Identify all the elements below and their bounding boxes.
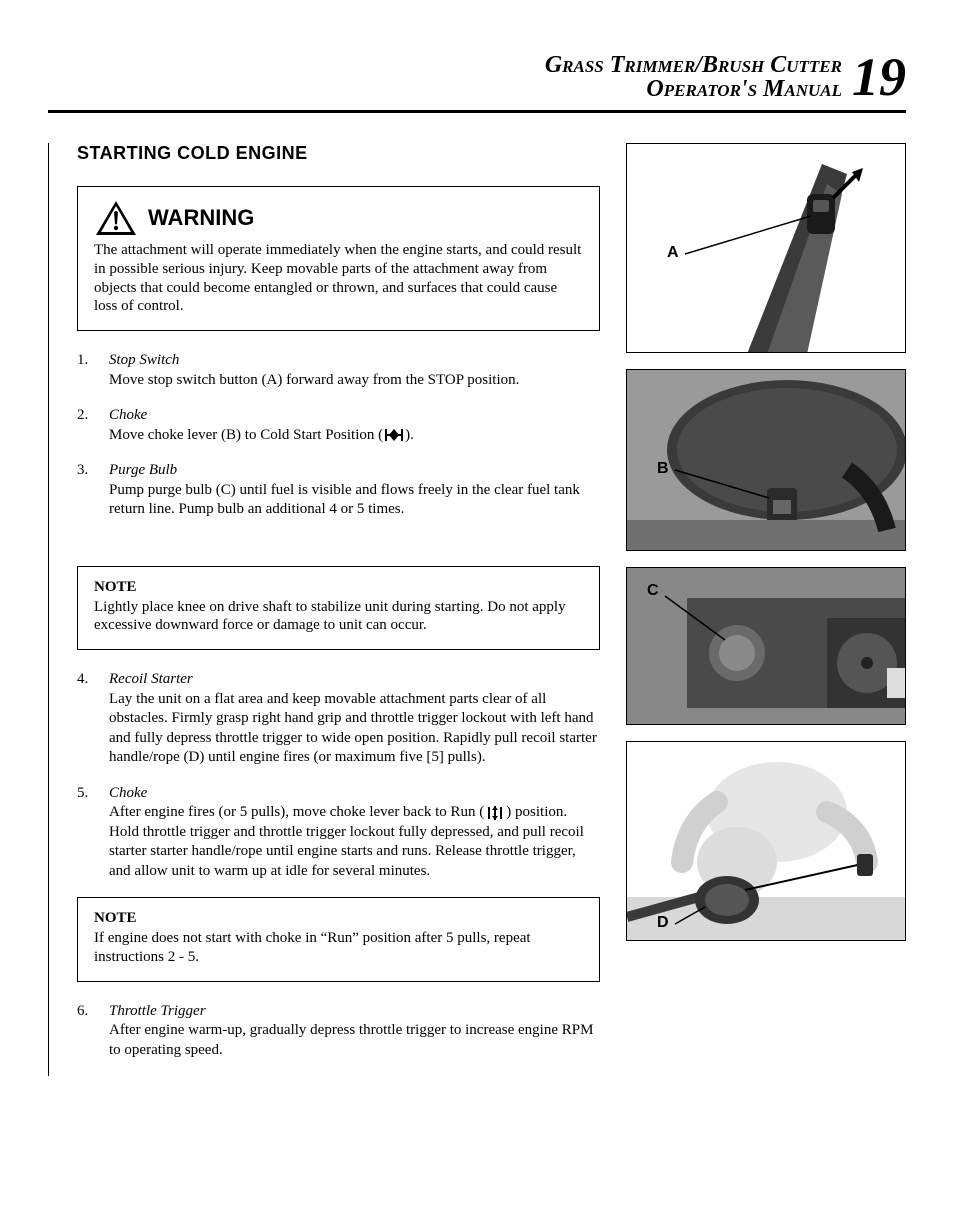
step-title: Stop Switch bbox=[109, 351, 600, 371]
warning-box: WARNING The attachment will operate imme… bbox=[77, 186, 600, 331]
step-6: Throttle Trigger After engine warm-up, g… bbox=[77, 1002, 600, 1061]
manual-title-block: Grass Trimmer/Brush Cutter Operator's Ma… bbox=[545, 53, 842, 101]
step-3: Purge Bulb Pump purge bulb (C) until fue… bbox=[77, 461, 600, 520]
step-title: Choke bbox=[109, 784, 600, 804]
step-2: Choke Move choke lever (B) to Cold Start… bbox=[77, 406, 600, 445]
left-column: STARTING COLD ENGINE WARNING The attachm… bbox=[77, 143, 600, 1076]
step-body: Lay the unit on a flat area and keep mov… bbox=[109, 690, 600, 768]
manual-title-line2: Operator's Manual bbox=[545, 77, 842, 101]
note-box-2: NOTE If engine does not start with choke… bbox=[77, 897, 600, 982]
figure-b: B bbox=[626, 369, 906, 551]
step-title: Throttle Trigger bbox=[109, 1002, 600, 1022]
steps-list-3: Throttle Trigger After engine warm-up, g… bbox=[77, 1002, 600, 1061]
figure-d: D bbox=[626, 741, 906, 941]
warning-title: WARNING bbox=[148, 205, 254, 231]
step-title: Recoil Starter bbox=[109, 670, 600, 690]
step-body: Pump purge bulb (C) until fuel is visibl… bbox=[109, 481, 600, 520]
step-body: Move stop switch button (A) forward away… bbox=[109, 371, 600, 391]
figure-label-a: A bbox=[667, 244, 679, 262]
warning-header: WARNING bbox=[94, 199, 583, 237]
figure-a: A bbox=[626, 143, 906, 353]
page-number: 19 bbox=[852, 50, 906, 104]
figure-c: C bbox=[626, 567, 906, 725]
step-5: Choke After engine fires (or 5 pulls), m… bbox=[77, 784, 600, 882]
step-4: Recoil Starter Lay the unit on a flat ar… bbox=[77, 670, 600, 768]
step-body-pre: Move choke lever (B) to Cold Start Posit… bbox=[109, 427, 383, 443]
note-box-1: NOTE Lightly place knee on drive shaft t… bbox=[77, 566, 600, 651]
content-area: STARTING COLD ENGINE WARNING The attachm… bbox=[48, 143, 906, 1076]
choke-open-icon bbox=[484, 804, 506, 822]
note-title: NOTE bbox=[94, 910, 583, 927]
choke-closed-icon bbox=[383, 426, 405, 444]
note-text: Lightly place knee on drive shaft to sta… bbox=[94, 598, 583, 636]
step-body-pre: After engine fires (or 5 pulls), move ch… bbox=[109, 804, 484, 820]
warning-triangle-icon bbox=[94, 199, 138, 237]
page-header: Grass Trimmer/Brush Cutter Operator's Ma… bbox=[48, 50, 906, 113]
step-title: Choke bbox=[109, 406, 600, 426]
figure-label-c: C bbox=[647, 582, 659, 600]
section-heading: STARTING COLD ENGINE bbox=[77, 143, 600, 164]
manual-title-line1: Grass Trimmer/Brush Cutter bbox=[545, 53, 842, 77]
figures-column: A B bbox=[626, 143, 906, 1076]
step-body: After engine fires (or 5 pulls), move ch… bbox=[109, 803, 600, 881]
step-body-post: ). bbox=[405, 427, 414, 443]
warning-text: The attachment will operate immediately … bbox=[94, 241, 583, 316]
step-body: After engine warm-up, gradually depress … bbox=[109, 1021, 600, 1060]
step-1: Stop Switch Move stop switch button (A) … bbox=[77, 351, 600, 390]
note-text: If engine does not start with choke in “… bbox=[94, 929, 583, 967]
steps-list: Stop Switch Move stop switch button (A) … bbox=[77, 351, 600, 520]
step-body: Move choke lever (B) to Cold Start Posit… bbox=[109, 426, 600, 446]
figure-label-d: D bbox=[657, 914, 669, 932]
note-title: NOTE bbox=[94, 579, 583, 596]
figure-label-b: B bbox=[657, 460, 669, 478]
step-title: Purge Bulb bbox=[109, 461, 600, 481]
steps-list-2: Recoil Starter Lay the unit on a flat ar… bbox=[77, 670, 600, 881]
